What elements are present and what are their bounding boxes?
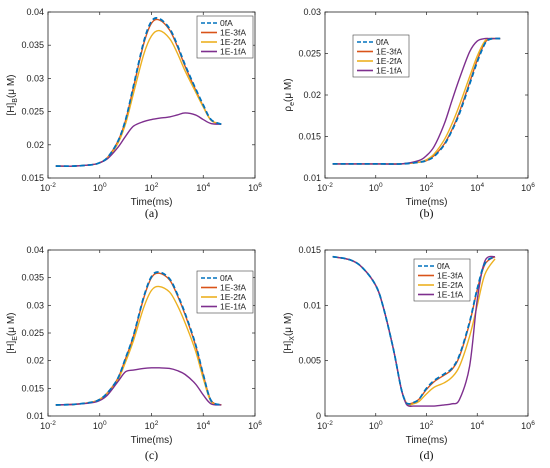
series-line-0fA — [55, 271, 222, 406]
x-axis-label: Time(ms) — [131, 435, 173, 446]
y-tick-label: 0.015 — [21, 173, 44, 183]
x-tick-label: 10-2 — [317, 182, 333, 193]
legend-entry: 1E-1fA — [220, 302, 246, 312]
y-axis-label: ρe(μ M) — [283, 78, 296, 111]
panel-caption: (d) — [420, 448, 434, 462]
x-tick-label: 102 — [420, 182, 434, 193]
y-tick-label: 0.03 — [26, 73, 44, 83]
x-tick-label: 102 — [420, 420, 434, 431]
chart-panel-d: 10-2 100 102 104 106 0 0.005 0.01 0.015 Time(ms) [… — [283, 245, 535, 462]
legend-entry: 0fA — [220, 273, 233, 283]
x-tick-label: 10-2 — [317, 420, 333, 431]
x-tick-label: 10-2 — [40, 182, 56, 193]
y-axis-label: [H]B(μ M) — [6, 75, 19, 116]
y-tick-label: 0.005 — [298, 356, 321, 366]
x-tick-label: 10-2 — [40, 420, 56, 431]
series-line-1E-1fA — [55, 367, 222, 406]
y-tick-label: 0.025 — [21, 107, 44, 117]
panel-caption: (a) — [145, 206, 158, 220]
y-tick-label: 0.025 — [21, 328, 44, 338]
legend-entry: 1E-1fA — [376, 66, 402, 76]
legend-entry: 1E-1fA — [220, 47, 246, 57]
series-line-0fA — [332, 37, 501, 165]
y-tick-label: 0.015 — [21, 383, 44, 393]
x-tick-label: 100 — [93, 182, 107, 193]
y-tick-label: 0.02 — [26, 356, 44, 366]
y-axis-label: [H]E(μ M) — [6, 313, 19, 354]
x-tick-label: 104 — [196, 420, 210, 431]
legend-entry: 1E-2fA — [437, 280, 463, 290]
series-line-1E-2fA — [55, 29, 222, 167]
x-tick-label: 100 — [93, 420, 107, 431]
legend-entry: 1E-2fA — [376, 56, 402, 66]
series-line-0fA — [55, 17, 222, 168]
y-tick-label: 0.03 — [26, 300, 44, 310]
x-tick-label: 106 — [521, 182, 535, 193]
series-line-0fA — [332, 255, 496, 405]
x-tick-label: 104 — [470, 182, 484, 193]
x-tick-label: 106 — [521, 420, 535, 431]
x-tick-label: 102 — [145, 420, 159, 431]
x-axis-label: Time(ms) — [406, 435, 448, 446]
series-line-1E-1fA — [55, 112, 222, 167]
y-axis-label: [H]X(μ M) — [283, 313, 296, 354]
y-tick-label: 0.015 — [298, 132, 321, 142]
x-tick-label: 102 — [145, 182, 159, 193]
y-tick-label: 0.01 — [26, 411, 44, 421]
legend-entry: 1E-1fA — [437, 290, 463, 300]
panel-caption: (b) — [420, 206, 434, 220]
y-tick-label: 0.035 — [21, 273, 44, 283]
panel-caption: (c) — [145, 448, 158, 462]
y-tick-label: 0.03 — [303, 7, 321, 17]
x-tick-label: 106 — [248, 182, 262, 193]
x-tick-label: 100 — [369, 420, 383, 431]
legend-entry: 1E-3fA — [220, 28, 246, 38]
legend-entry: 1E-2fA — [220, 292, 246, 302]
y-tick-label: 0.025 — [298, 49, 321, 59]
chart-panel-c: 10-2 100 102 104 106 0.01 0.015 0.02 0.025 0.03 0.… — [6, 245, 262, 462]
x-axis-label: Time(ms) — [406, 197, 448, 208]
y-tick-label: 0.015 — [298, 245, 321, 255]
y-tick-label: 0.01 — [303, 300, 321, 310]
legend-entry: 0fA — [376, 37, 389, 47]
chart-panel-a: 10-2 100 102 104 106 0.015 0.02 0.025 0.03 0.035 0… — [6, 7, 262, 220]
y-tick-label: 0.02 — [303, 90, 321, 100]
y-tick-label: 0.01 — [303, 173, 321, 183]
legend-entry: 1E-3fA — [376, 47, 402, 57]
legend-entry: 0fA — [220, 18, 233, 28]
x-tick-label: 100 — [369, 182, 383, 193]
x-tick-label: 104 — [196, 182, 210, 193]
x-tick-label: 106 — [248, 420, 262, 431]
x-tick-label: 104 — [470, 420, 484, 431]
chart-panel-b: 10-2 100 102 104 106 0.01 0.015 0.02 0.025 0.03 Ti… — [283, 7, 535, 220]
y-tick-label: 0.04 — [26, 7, 44, 17]
y-tick-label: 0.035 — [21, 40, 44, 50]
legend-entry: 1E-2fA — [220, 37, 246, 47]
legend-entry: 1E-3fA — [437, 271, 463, 281]
y-tick-label: 0.02 — [26, 140, 44, 150]
legend-entry: 1E-3fA — [220, 283, 246, 293]
y-tick-label: 0 — [316, 411, 321, 421]
x-axis-label: Time(ms) — [131, 197, 173, 208]
y-tick-label: 0.04 — [26, 245, 44, 255]
legend-entry: 0fA — [437, 261, 450, 271]
